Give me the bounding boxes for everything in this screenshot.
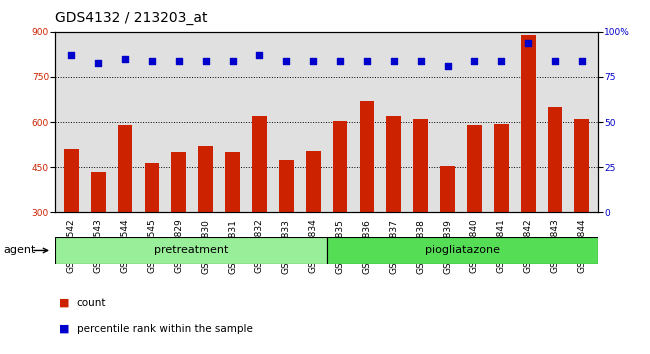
Bar — [359, 101, 374, 212]
Point — [66, 52, 77, 58]
Bar — [144, 163, 159, 212]
Bar — [547, 107, 562, 212]
Bar — [494, 124, 509, 212]
Point — [308, 58, 318, 64]
Bar — [440, 166, 455, 212]
Bar — [172, 152, 187, 212]
Bar — [279, 160, 294, 212]
Bar — [521, 35, 536, 212]
Point — [93, 60, 103, 65]
Text: count: count — [77, 298, 106, 308]
Point — [335, 58, 345, 64]
Point — [550, 58, 560, 64]
Bar — [306, 151, 320, 212]
Point — [281, 58, 291, 64]
Bar — [333, 121, 348, 212]
Point — [443, 63, 453, 69]
Point — [174, 58, 184, 64]
Point — [389, 58, 399, 64]
Point — [415, 58, 426, 64]
Text: piogliatazone: piogliatazone — [425, 245, 500, 256]
Point — [120, 56, 130, 62]
Bar — [118, 125, 133, 212]
Bar — [575, 119, 590, 212]
Point — [200, 58, 211, 64]
Bar — [91, 172, 106, 212]
Text: ■: ■ — [58, 324, 69, 333]
Point — [523, 40, 534, 46]
Bar — [413, 119, 428, 212]
Bar — [55, 237, 326, 264]
Bar — [198, 146, 213, 212]
Point — [577, 58, 587, 64]
Point — [496, 58, 506, 64]
Bar — [225, 152, 240, 212]
Bar — [252, 116, 267, 212]
Text: ■: ■ — [58, 298, 69, 308]
Text: pretreatment: pretreatment — [154, 245, 228, 256]
Bar — [386, 116, 401, 212]
Bar — [326, 237, 598, 264]
Point — [469, 58, 480, 64]
Bar — [64, 149, 79, 212]
Point — [227, 58, 238, 64]
Point — [147, 58, 157, 64]
Text: agent: agent — [3, 245, 36, 256]
Text: percentile rank within the sample: percentile rank within the sample — [77, 324, 253, 333]
Point — [362, 58, 372, 64]
Text: GDS4132 / 213203_at: GDS4132 / 213203_at — [55, 11, 208, 25]
Bar — [467, 125, 482, 212]
Point — [254, 52, 265, 58]
